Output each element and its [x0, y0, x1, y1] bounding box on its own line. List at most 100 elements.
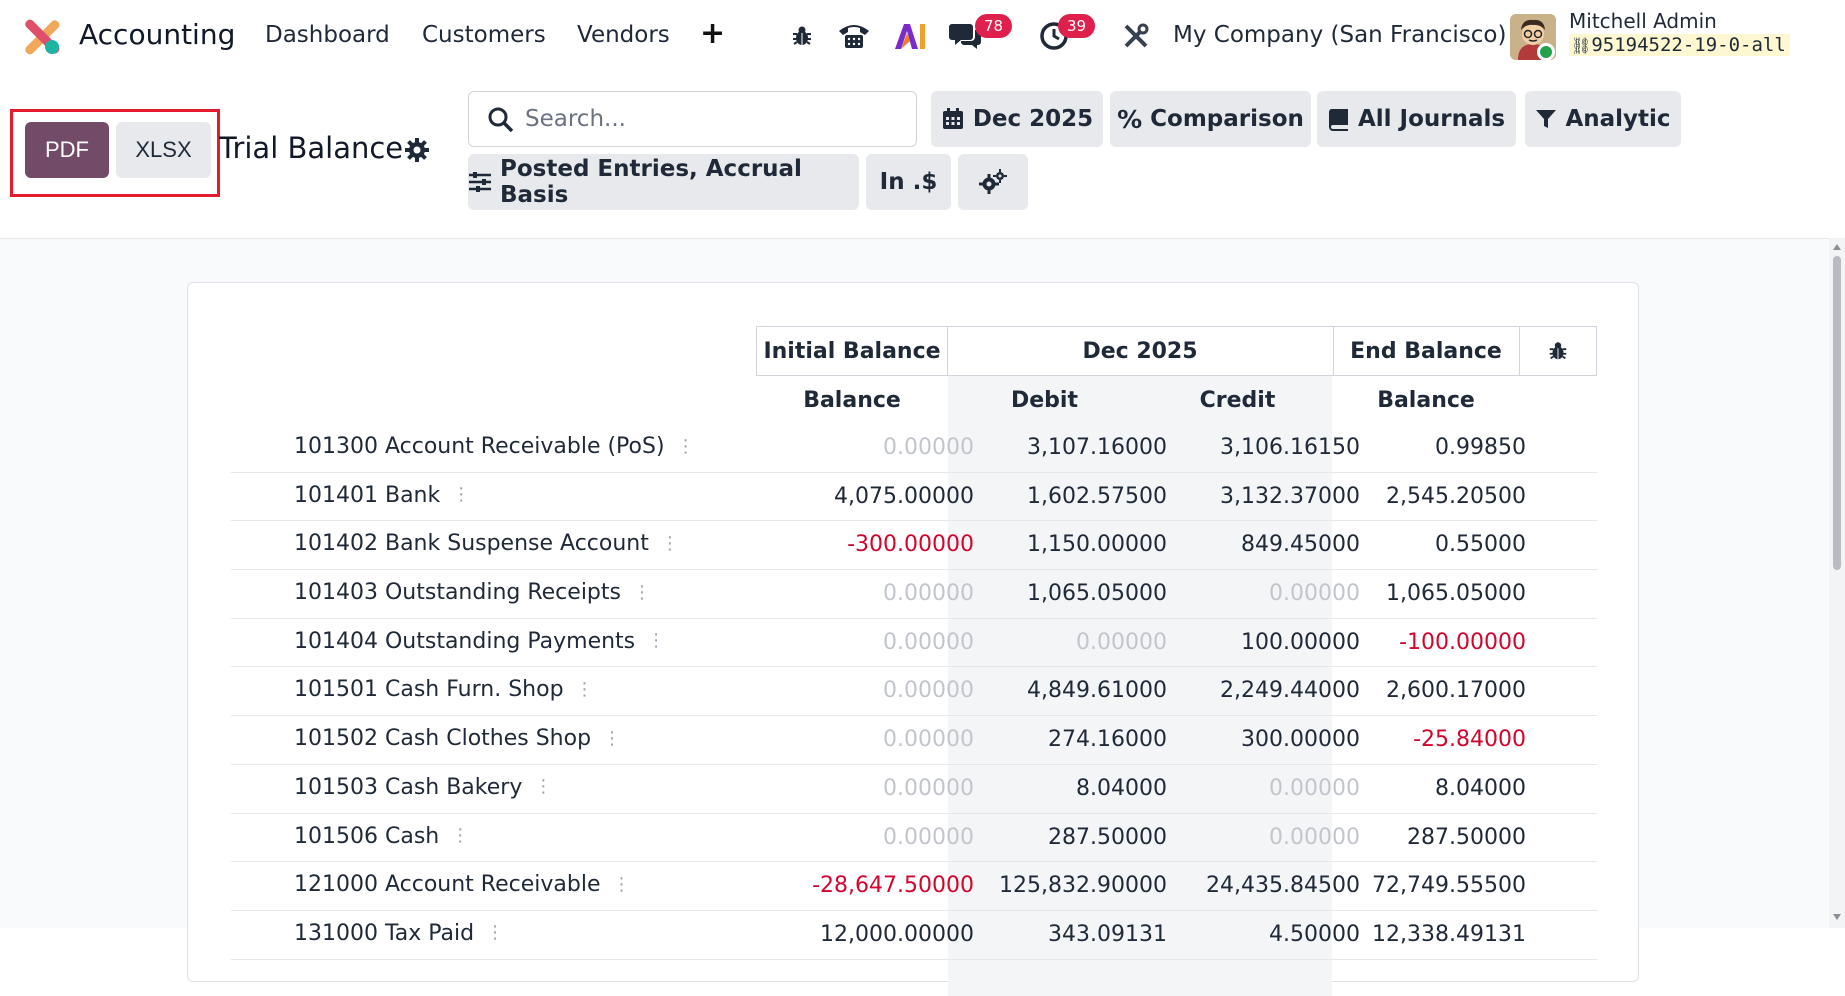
user-name[interactable]: Mitchell Admin — [1569, 9, 1717, 33]
scroll-down-arrow[interactable] — [1833, 914, 1841, 920]
gear-icon[interactable] — [404, 137, 430, 163]
cell-credit[interactable]: 24,435.84500 — [1206, 873, 1360, 899]
search-bar[interactable] — [468, 91, 917, 147]
cell-credit[interactable]: 0.00000 — [1269, 824, 1360, 850]
cell-initial[interactable]: 0.00000 — [883, 727, 974, 753]
table-row[interactable]: 101401 Bank ⋮ 4,075.00000 1,602.57500 3,132.… — [231, 473, 1597, 522]
table-row[interactable]: 101506 Cash ⋮ 0.00000 287.50000 0.00000 287.5… — [231, 814, 1597, 863]
cell-initial[interactable]: 0.00000 — [883, 629, 974, 655]
scroll-thumb[interactable] — [1833, 256, 1841, 570]
cell-debit[interactable]: 1,602.57500 — [1027, 483, 1167, 509]
cell-end[interactable]: 2,545.20500 — [1386, 483, 1526, 509]
account-name[interactable]: 101300 Account Receivable (PoS) ⋮ — [294, 434, 695, 459]
pdf-export-button[interactable]: PDF — [25, 122, 109, 178]
table-row[interactable]: 101403 Outstanding Receipts ⋮ 0.00000 1,065… — [231, 570, 1597, 619]
cell-debit[interactable]: 287.50000 — [1048, 824, 1167, 850]
table-row[interactable]: 101404 Outstanding Payments ⋮ 0.00000 0.000… — [231, 619, 1597, 668]
cell-debit[interactable]: 125,832.90000 — [999, 873, 1167, 899]
ai-icon[interactable] — [892, 18, 928, 54]
account-name[interactable]: 101403 Outstanding Receipts ⋮ — [294, 580, 651, 605]
cell-debit[interactable]: 1,150.00000 — [1027, 532, 1167, 558]
cell-debit[interactable]: 0.00000 — [1076, 629, 1167, 655]
row-menu-icon[interactable]: ⋮ — [451, 825, 469, 846]
cell-end[interactable]: 8.04000 — [1435, 775, 1526, 801]
cell-credit[interactable]: 100.00000 — [1241, 629, 1360, 655]
currency-button[interactable]: In .$ — [866, 154, 951, 210]
menu-vendors[interactable]: Vendors — [577, 22, 670, 48]
cell-credit[interactable]: 849.45000 — [1241, 532, 1360, 558]
cell-end[interactable]: 0.55000 — [1435, 532, 1526, 558]
xlsx-export-button[interactable]: XLSX — [116, 122, 211, 178]
scroll-up-arrow[interactable] — [1833, 244, 1841, 250]
table-row[interactable]: 101502 Cash Clothes Shop ⋮ 0.00000 274.1600… — [231, 716, 1597, 765]
app-name[interactable]: Accounting — [79, 18, 236, 51]
cell-debit[interactable]: 8.04000 — [1076, 775, 1167, 801]
table-row[interactable]: 131000 Tax Paid ⋮ 12,000.00000 343.09131 4.5… — [231, 911, 1597, 960]
row-menu-icon[interactable]: ⋮ — [534, 776, 552, 798]
analytic-button[interactable]: Analytic — [1525, 91, 1681, 147]
search-input[interactable] — [525, 104, 905, 134]
account-name[interactable]: 101402 Bank Suspense Account ⋮ — [294, 531, 679, 556]
table-row[interactable]: 121000 Account Receivable ⋮ -28,647.50000 1… — [231, 862, 1597, 911]
journals-button[interactable]: All Journals — [1317, 91, 1516, 147]
row-menu-icon[interactable]: ⋮ — [632, 581, 651, 603]
bug-icon[interactable] — [784, 18, 820, 54]
cell-end[interactable]: 0.99850 — [1435, 435, 1526, 460]
comparison-button[interactable]: % Comparison — [1110, 91, 1311, 147]
cell-initial[interactable]: 0.00000 — [883, 775, 974, 801]
messages-icon[interactable] — [948, 18, 984, 54]
table-row[interactable]: 101402 Bank Suspense Account ⋮ -300.00000 1… — [231, 521, 1597, 571]
cell-credit[interactable]: 0.00000 — [1269, 775, 1360, 801]
cell-debit[interactable]: 274.16000 — [1048, 727, 1167, 753]
cell-debit[interactable]: 4,849.61000 — [1027, 678, 1167, 704]
cell-credit[interactable]: 0.00000 — [1269, 581, 1360, 607]
account-name[interactable]: 101502 Cash Clothes Shop ⋮ — [294, 726, 621, 751]
cell-initial[interactable]: -28,647.50000 — [812, 873, 974, 899]
row-menu-icon[interactable]: ⋮ — [486, 922, 504, 944]
cell-debit[interactable]: 343.09131 — [1048, 921, 1167, 947]
row-menu-icon[interactable]: ⋮ — [660, 532, 679, 554]
cell-initial[interactable]: 4,075.00000 — [834, 483, 974, 509]
cell-end[interactable]: 12,338.49131 — [1372, 921, 1526, 947]
row-menu-icon[interactable]: ⋮ — [612, 873, 631, 895]
bug-icon[interactable] — [1547, 340, 1569, 362]
account-name[interactable]: 101506 Cash ⋮ — [294, 824, 469, 849]
vertical-scrollbar[interactable] — [1829, 238, 1845, 928]
header-period[interactable]: Dec 2025 — [947, 326, 1334, 376]
row-menu-icon[interactable]: ⋮ — [603, 727, 621, 749]
cell-initial[interactable]: 0.00000 — [883, 581, 974, 607]
account-name[interactable]: 101404 Outstanding Payments ⋮ — [294, 629, 665, 654]
account-name[interactable]: 131000 Tax Paid ⋮ — [294, 921, 504, 946]
table-row[interactable]: 101300 Account Receivable (PoS) ⋮ 0.00000 3… — [231, 424, 1597, 473]
cell-credit[interactable]: 3,106.16150 — [1220, 435, 1360, 460]
cell-credit[interactable]: 3,132.37000 — [1220, 483, 1360, 509]
cell-initial[interactable]: 0.00000 — [883, 678, 974, 704]
table-row[interactable]: 101503 Cash Bakery ⋮ 0.00000 8.04000 0.00000… — [231, 765, 1597, 814]
cell-end[interactable]: 72,749.55500 — [1372, 873, 1526, 899]
tools-icon[interactable] — [1118, 18, 1154, 54]
plus-icon[interactable]: + — [700, 16, 726, 51]
cell-end[interactable]: -100.00000 — [1399, 629, 1526, 655]
table-row[interactable]: 101501 Cash Furn. Shop ⋮ 0.00000 4,849.6100… — [231, 667, 1597, 717]
cell-initial[interactable]: 0.00000 — [883, 824, 974, 850]
row-menu-icon[interactable]: ⋮ — [676, 435, 695, 457]
cell-credit[interactable]: 4.50000 — [1269, 921, 1360, 947]
cell-end[interactable]: 287.50000 — [1407, 824, 1526, 850]
cell-initial[interactable]: 12,000.00000 — [820, 921, 974, 947]
account-name[interactable]: 101501 Cash Furn. Shop ⋮ — [294, 677, 594, 702]
account-name[interactable]: 101401 Bank ⋮ — [294, 483, 470, 508]
phone-icon[interactable] — [836, 18, 872, 54]
row-menu-icon[interactable]: ⋮ — [575, 678, 594, 700]
row-menu-icon[interactable]: ⋮ — [452, 484, 470, 506]
debug-column-header[interactable] — [1519, 326, 1597, 376]
account-name[interactable]: 121000 Account Receivable ⋮ — [294, 872, 631, 897]
entries-filter-button[interactable]: Posted Entries, Accrual Basis — [468, 154, 859, 210]
cell-debit[interactable]: 3,107.16000 — [1027, 435, 1167, 460]
cell-initial[interactable]: 0.00000 — [883, 435, 974, 460]
settings-options-button[interactable] — [958, 154, 1028, 210]
date-filter-button[interactable]: Dec 2025 — [931, 91, 1103, 147]
cell-debit[interactable]: 1,065.05000 — [1027, 581, 1167, 607]
accounting-app-logo[interactable] — [22, 17, 62, 57]
menu-customers[interactable]: Customers — [422, 22, 546, 48]
cell-credit[interactable]: 2,249.44000 — [1220, 678, 1360, 704]
